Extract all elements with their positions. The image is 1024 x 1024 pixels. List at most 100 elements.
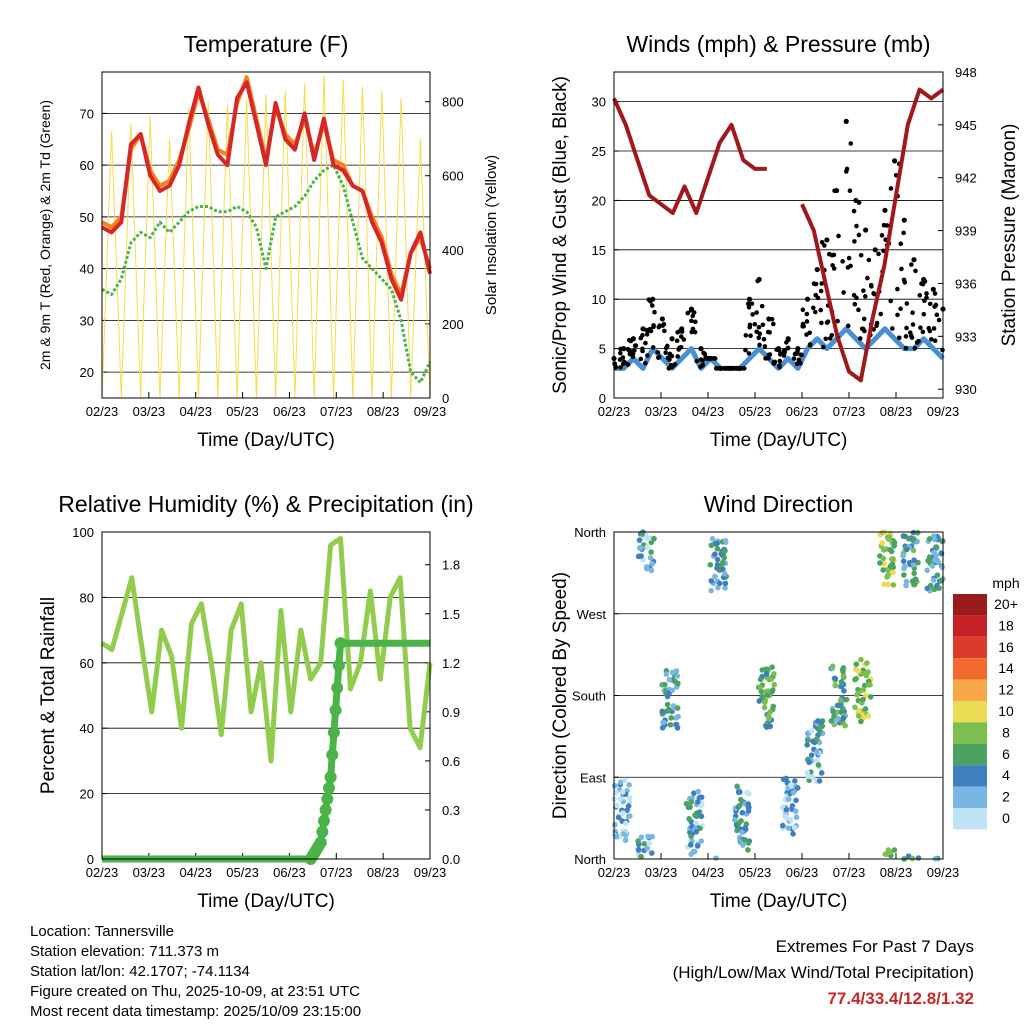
gust-point [756, 324, 762, 330]
direction-point [721, 570, 728, 577]
gust-point [813, 292, 819, 298]
direction-point [675, 713, 681, 720]
recent-text: Most recent data timestamp: 2025/10/09 2… [30, 1003, 362, 1020]
gust-point [772, 359, 778, 365]
gust-point [892, 158, 898, 164]
direction-point [688, 799, 695, 805]
gust-point [690, 326, 696, 332]
gust-point [754, 310, 759, 315]
gust-point [917, 293, 923, 298]
direction-point [769, 664, 775, 670]
direction-point [790, 831, 796, 837]
direction-point [744, 789, 750, 796]
gust-point [874, 323, 879, 329]
direction-point [712, 573, 718, 580]
y2-tick-label: 200 [442, 317, 464, 332]
gust-point [914, 340, 920, 345]
legend-label: 8 [1002, 724, 1010, 740]
direction-point [792, 778, 798, 784]
gust-point [784, 340, 789, 345]
x-tick-label: 07/23 [320, 404, 353, 419]
gust-point [735, 366, 741, 371]
gust-point [632, 343, 638, 349]
gust-point [674, 338, 680, 343]
direction-point [756, 698, 763, 704]
gust-point [811, 281, 817, 286]
direction-point [900, 552, 906, 559]
direction-point [839, 680, 845, 686]
gust-point [818, 307, 824, 313]
direction-point [900, 558, 907, 565]
x-tick-label: 05/23 [226, 404, 259, 419]
rainfall-point [327, 726, 340, 739]
rainfall-point [319, 803, 332, 816]
gust-point [782, 348, 787, 353]
gust-point [743, 347, 748, 353]
y-tick-label: 70 [80, 106, 94, 121]
direction-point [638, 545, 644, 551]
direction-point [910, 561, 917, 568]
gust-point [856, 307, 861, 313]
gust-point [747, 324, 753, 330]
direction-point [808, 727, 815, 734]
direction-point [664, 701, 671, 708]
gust-point [769, 316, 775, 322]
gust-point [866, 257, 872, 263]
extremes-values: 77.4/33.4/12.8/1.32 [827, 989, 974, 1008]
gust-point [899, 266, 904, 272]
legend-swatch [953, 679, 987, 701]
gust-point [927, 301, 933, 307]
gust-point [612, 361, 617, 366]
direction-point [668, 715, 674, 721]
direction-point [687, 842, 694, 848]
gust-point [940, 347, 945, 353]
gust-point [689, 318, 694, 324]
gust-point [800, 307, 806, 313]
direction-point [793, 797, 799, 804]
gust-point [743, 333, 749, 338]
direction-point [816, 778, 823, 784]
y2-tick-label: 0 [442, 391, 449, 406]
x-axis-label: Time (Day/UTC) [197, 891, 335, 912]
gust-point [843, 118, 849, 124]
y-tick-label: 20 [80, 787, 94, 802]
rainfall-point [322, 782, 335, 795]
gust-point [845, 265, 851, 270]
gust-point [663, 350, 669, 356]
x-tick-label: 09/23 [414, 404, 447, 419]
y-tick-label: East [580, 770, 606, 785]
gust-point [700, 362, 706, 368]
gust-point [832, 188, 837, 194]
direction-point [856, 668, 862, 675]
gust-point [868, 282, 874, 288]
gust-point [675, 330, 680, 335]
direction-point [837, 697, 844, 703]
legend-label: 6 [1002, 746, 1010, 762]
direction-point [763, 723, 769, 730]
gust-point [630, 354, 636, 360]
direction-point [691, 848, 698, 855]
gust-point [692, 329, 698, 335]
gust-point [824, 237, 830, 243]
gust-point [627, 351, 633, 357]
gust-point [804, 311, 810, 317]
x-axis-label: Time (Day/UTC) [710, 891, 848, 912]
direction-point [645, 833, 651, 840]
direction-point [840, 705, 846, 712]
gust-point [638, 356, 644, 362]
gust-point [927, 328, 933, 334]
gust-point [819, 281, 825, 286]
gust-point [763, 356, 768, 361]
direction-point [691, 790, 697, 796]
direction-point [890, 556, 896, 562]
direction-point [885, 581, 892, 588]
direction-point [664, 693, 671, 700]
gust-point [929, 337, 934, 342]
direction-point [840, 715, 847, 722]
gust-point [911, 257, 917, 263]
direction-point [763, 671, 770, 677]
gust-point [665, 343, 670, 349]
x-tick-label: 05/23 [226, 865, 259, 880]
direction-point [693, 813, 700, 820]
